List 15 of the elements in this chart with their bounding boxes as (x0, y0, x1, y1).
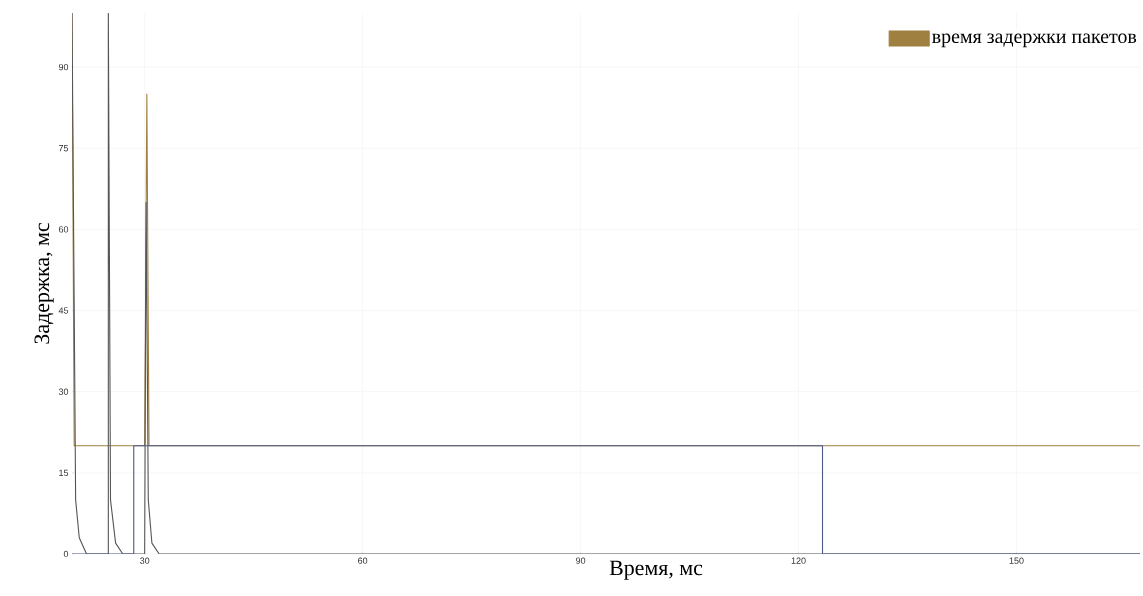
x-tick-label: 30 (140, 557, 150, 564)
y-tick-label: 0 (63, 550, 69, 558)
y-axis-title: Задержка, мс (34, 223, 54, 344)
y-tick-label: 75 (58, 145, 69, 152)
y-tick-label: 15 (59, 469, 69, 476)
x-tick-label: 150 (1009, 557, 1024, 564)
x-tick-label: 120 (791, 557, 806, 564)
x-tick-label: 60 (358, 557, 368, 564)
y-tick-label: 60 (58, 226, 69, 233)
x-axis-title: Время, мс (609, 560, 703, 580)
x-tick-label: 90 (576, 557, 586, 564)
y-tick-label: 30 (58, 388, 69, 395)
y-tick-label: 45 (58, 307, 69, 314)
y-tick-label: 90 (58, 63, 69, 71)
legend-label: время задержки пакетов (932, 33, 1137, 48)
